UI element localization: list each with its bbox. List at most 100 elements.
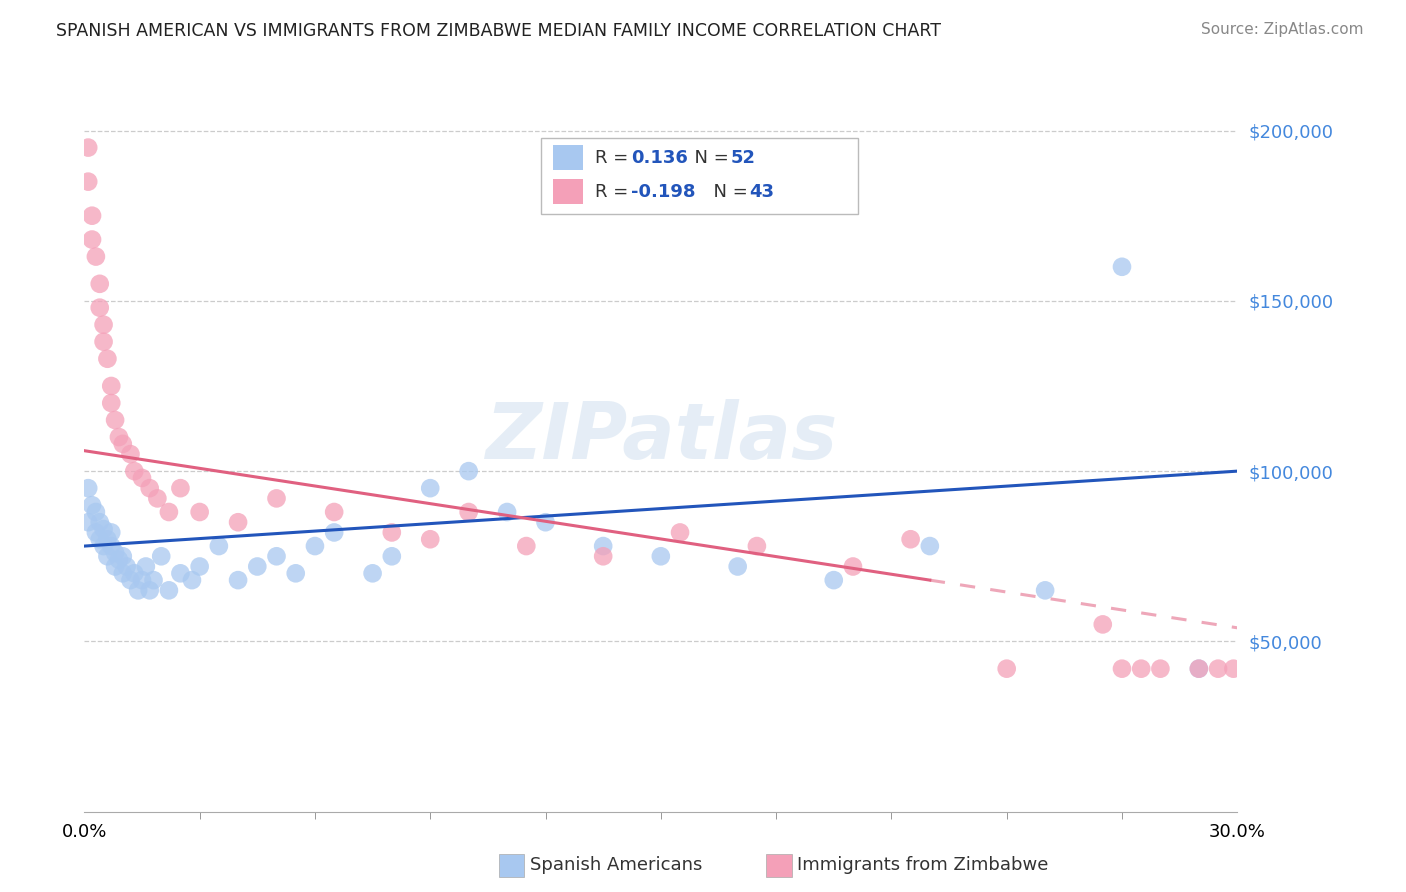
Point bbox=[842, 559, 865, 574]
Point bbox=[93, 539, 115, 553]
Point bbox=[135, 559, 157, 574]
Point bbox=[108, 552, 131, 566]
Point bbox=[77, 515, 100, 529]
Point bbox=[266, 491, 288, 506]
Point bbox=[1206, 662, 1229, 676]
Point bbox=[169, 566, 191, 581]
Point bbox=[226, 573, 249, 587]
Point bbox=[995, 662, 1018, 676]
Point bbox=[104, 413, 127, 427]
Point bbox=[80, 498, 103, 512]
Point bbox=[323, 525, 346, 540]
Point bbox=[1188, 662, 1211, 676]
Point bbox=[188, 559, 211, 574]
Point bbox=[108, 430, 131, 444]
Text: 43: 43 bbox=[749, 183, 775, 201]
Point bbox=[111, 549, 134, 564]
Point bbox=[84, 505, 107, 519]
Point bbox=[93, 318, 115, 332]
Point bbox=[169, 481, 191, 495]
Point bbox=[131, 471, 153, 485]
Point bbox=[284, 566, 307, 581]
Point bbox=[304, 539, 326, 553]
Point bbox=[266, 549, 288, 564]
Point bbox=[93, 334, 115, 349]
Point bbox=[142, 573, 165, 587]
Point bbox=[157, 583, 180, 598]
Point bbox=[120, 573, 142, 587]
Point bbox=[419, 481, 441, 495]
Text: 0.136: 0.136 bbox=[631, 149, 688, 167]
Point bbox=[515, 539, 537, 553]
Point bbox=[89, 515, 111, 529]
Point bbox=[650, 549, 672, 564]
Point bbox=[89, 301, 111, 315]
Point bbox=[669, 525, 692, 540]
Point bbox=[84, 250, 107, 264]
Point bbox=[120, 447, 142, 461]
Text: N =: N = bbox=[683, 149, 735, 167]
Text: R =: R = bbox=[595, 149, 634, 167]
Point bbox=[1033, 583, 1056, 598]
Point bbox=[1130, 662, 1153, 676]
Point bbox=[727, 559, 749, 574]
Point bbox=[1188, 662, 1211, 676]
Point bbox=[1111, 662, 1133, 676]
Text: N =: N = bbox=[702, 183, 754, 201]
Point bbox=[246, 559, 269, 574]
Point bbox=[208, 539, 231, 553]
Point bbox=[96, 533, 118, 547]
Text: Spanish Americans: Spanish Americans bbox=[530, 856, 703, 874]
Point bbox=[146, 491, 169, 506]
Point bbox=[419, 533, 441, 547]
Point bbox=[534, 515, 557, 529]
Point bbox=[918, 539, 941, 553]
Point bbox=[381, 525, 404, 540]
Point bbox=[138, 481, 160, 495]
Point bbox=[84, 525, 107, 540]
Point bbox=[115, 559, 138, 574]
Point bbox=[592, 549, 614, 564]
Point bbox=[823, 573, 845, 587]
Text: 52: 52 bbox=[731, 149, 756, 167]
Point bbox=[188, 505, 211, 519]
Text: R =: R = bbox=[595, 183, 634, 201]
Point bbox=[124, 566, 146, 581]
Point bbox=[77, 175, 100, 189]
Point bbox=[96, 549, 118, 564]
Point bbox=[77, 481, 100, 495]
Point bbox=[89, 277, 111, 291]
Text: SPANISH AMERICAN VS IMMIGRANTS FROM ZIMBABWE MEDIAN FAMILY INCOME CORRELATION CH: SPANISH AMERICAN VS IMMIGRANTS FROM ZIMB… bbox=[56, 22, 941, 40]
Point bbox=[100, 525, 122, 540]
Point bbox=[131, 573, 153, 587]
Point bbox=[80, 209, 103, 223]
Point bbox=[93, 522, 115, 536]
Text: Immigrants from Zimbabwe: Immigrants from Zimbabwe bbox=[797, 856, 1049, 874]
Point bbox=[96, 351, 118, 366]
Point bbox=[127, 583, 149, 598]
Point bbox=[1222, 662, 1244, 676]
Point bbox=[496, 505, 519, 519]
Point bbox=[150, 549, 173, 564]
Point bbox=[104, 546, 127, 560]
Point bbox=[100, 379, 122, 393]
Point bbox=[361, 566, 384, 581]
Text: -0.198: -0.198 bbox=[631, 183, 696, 201]
Point bbox=[900, 533, 922, 547]
Point bbox=[111, 566, 134, 581]
Point bbox=[111, 437, 134, 451]
Point bbox=[77, 140, 100, 154]
Point bbox=[100, 539, 122, 553]
Point bbox=[745, 539, 768, 553]
Point bbox=[381, 549, 404, 564]
Point bbox=[1091, 617, 1114, 632]
Point bbox=[592, 539, 614, 553]
Point bbox=[157, 505, 180, 519]
Point bbox=[1149, 662, 1171, 676]
Point bbox=[100, 396, 122, 410]
Point bbox=[226, 515, 249, 529]
Point bbox=[1111, 260, 1133, 274]
Point bbox=[89, 533, 111, 547]
Point bbox=[104, 559, 127, 574]
Point bbox=[80, 233, 103, 247]
